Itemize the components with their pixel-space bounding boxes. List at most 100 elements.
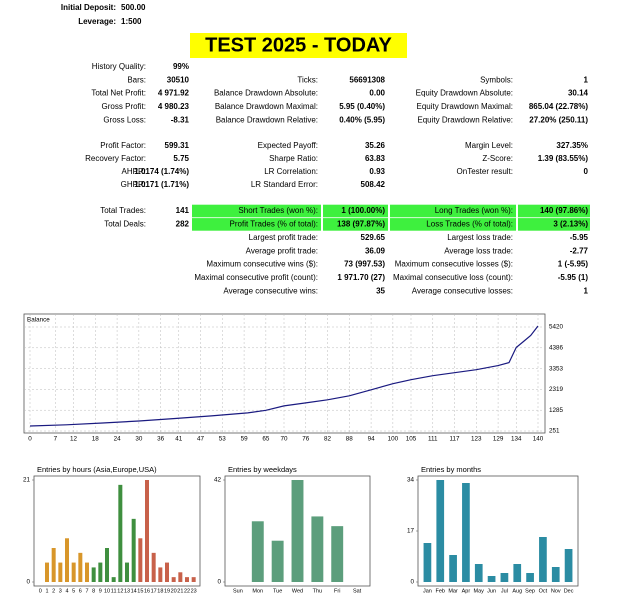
- stat-label: OnTester result:: [457, 167, 513, 176]
- x-tick-label: Jan: [423, 588, 432, 594]
- bar: [131, 518, 136, 582]
- bar: [118, 484, 123, 582]
- x-tick-label: 4: [65, 588, 68, 594]
- stat-label: Maximum consecutive wins ($):: [206, 260, 318, 269]
- stat-label: Average consecutive losses:: [412, 287, 513, 296]
- bar: [165, 562, 169, 582]
- x-tick-label: 16: [144, 588, 150, 594]
- stat-value: 0.40% (5.95): [339, 115, 385, 124]
- x-tick-label: 19: [164, 588, 170, 594]
- x-tick-label: 76: [302, 436, 310, 443]
- stat-value: 4 971.92: [158, 89, 190, 98]
- bar: [526, 573, 534, 582]
- y-tick-label: 0: [26, 579, 30, 586]
- y-tick-label: 21: [23, 477, 31, 484]
- x-tick-label: 3: [59, 588, 62, 594]
- stat-value: 1 (-5.95): [558, 260, 589, 269]
- bar: [85, 562, 89, 582]
- x-tick-label: 0: [28, 436, 32, 443]
- stat-value: 282: [176, 220, 190, 229]
- stat-label: Maximal consecutive loss (count):: [393, 273, 513, 282]
- stat-value: 3 (2.13%): [553, 220, 588, 229]
- bar: [111, 577, 116, 582]
- balance-line: [29, 325, 539, 427]
- y-tick-label: 5420: [549, 324, 564, 331]
- stat-label: LR Standard Error:: [251, 180, 318, 189]
- bar: [551, 567, 560, 582]
- x-tick-label: 15: [137, 588, 143, 594]
- x-tick-label: 30: [135, 436, 143, 443]
- stat-label: Equity Drawdown Absolute:: [416, 89, 513, 98]
- stat-label: Equity Drawdown Maximal:: [417, 102, 513, 111]
- stat-label: Recovery Factor:: [85, 154, 146, 163]
- x-tick-label: 134: [511, 436, 522, 443]
- x-tick-label: Tue: [273, 588, 282, 594]
- stat-label: Gross Profit:: [102, 102, 146, 111]
- bar: [105, 548, 109, 582]
- stat-value: 35.26: [365, 141, 386, 150]
- y-tick-label: 1285: [549, 407, 564, 414]
- x-tick-label: 1: [45, 588, 48, 594]
- stat-label: Margin Level:: [465, 141, 513, 150]
- x-tick-label: Jun: [487, 588, 496, 594]
- x-tick-label: 18: [157, 588, 163, 594]
- x-tick-label: Mar: [448, 588, 458, 594]
- chart-title: Entries by weekdays: [228, 465, 297, 474]
- stat-value: 30510: [167, 75, 190, 84]
- x-tick-label: 24: [114, 436, 122, 443]
- stat-label: Largest loss trade:: [447, 233, 513, 242]
- bar: [462, 483, 470, 582]
- highlight-cell: [390, 204, 516, 218]
- highlight-cell: [192, 218, 321, 231]
- x-tick-label: 129: [493, 436, 504, 443]
- chart-title: Entries by hours (Asia,Europe,USA): [37, 465, 157, 474]
- stat-label: Z-Score:: [482, 154, 513, 163]
- y-tick-label: 0: [217, 579, 221, 586]
- stat-value: 99%: [173, 62, 189, 71]
- stat-label: Largest profit trade:: [249, 233, 318, 242]
- stat-value: 508.42: [361, 180, 386, 189]
- x-tick-label: 53: [219, 436, 227, 443]
- x-tick-label: 12: [70, 436, 78, 443]
- bar: [138, 538, 143, 582]
- highlight-cell: [192, 204, 321, 218]
- stat-value: 35: [376, 287, 385, 296]
- stat-value: 1 (100.00%): [341, 206, 385, 215]
- bar: [500, 573, 509, 582]
- highlight-cell: [518, 218, 590, 231]
- x-tick-label: 47: [197, 436, 205, 443]
- bar: [65, 538, 69, 582]
- title-box: [190, 33, 407, 58]
- x-tick-label: 117: [450, 436, 461, 443]
- stat-label: Average loss trade:: [444, 246, 513, 255]
- y-tick-label: 4386: [549, 344, 564, 351]
- stat-label: Loss Trades (% of total):: [426, 220, 513, 229]
- stat-label: LR Correlation:: [264, 167, 318, 176]
- bar: [178, 572, 183, 582]
- report-title: TEST 2025 - TODAY: [205, 34, 392, 56]
- bar: [271, 540, 284, 582]
- x-tick-label: 21: [177, 588, 183, 594]
- stat-value: 5.75: [173, 154, 189, 163]
- x-tick-label: 23: [191, 588, 197, 594]
- x-tick-label: 17: [151, 588, 157, 594]
- x-tick-label: Oct: [539, 588, 548, 594]
- stat-value: 56691308: [349, 75, 385, 84]
- stat-label: AHPR:: [122, 167, 146, 176]
- bar: [191, 577, 196, 582]
- x-tick-label: Fri: [334, 588, 340, 594]
- y-tick-label: 42: [214, 477, 222, 484]
- bar: [436, 480, 445, 582]
- x-tick-label: Jul: [501, 588, 508, 594]
- stat-value: 5.95 (0.40%): [339, 102, 385, 111]
- stat-value: 529.65: [361, 233, 386, 242]
- x-tick-label: Aug: [512, 588, 522, 594]
- stat-label: Total Net Profit:: [91, 89, 146, 98]
- x-tick-label: Feb: [436, 588, 445, 594]
- bar: [311, 516, 324, 582]
- stat-label: Short Trades (won %):: [238, 206, 318, 215]
- stat-label: Long Trades (won %):: [435, 206, 513, 215]
- x-tick-label: 88: [346, 436, 354, 443]
- highlight-cell: [390, 218, 516, 231]
- x-tick-label: Nov: [551, 588, 561, 594]
